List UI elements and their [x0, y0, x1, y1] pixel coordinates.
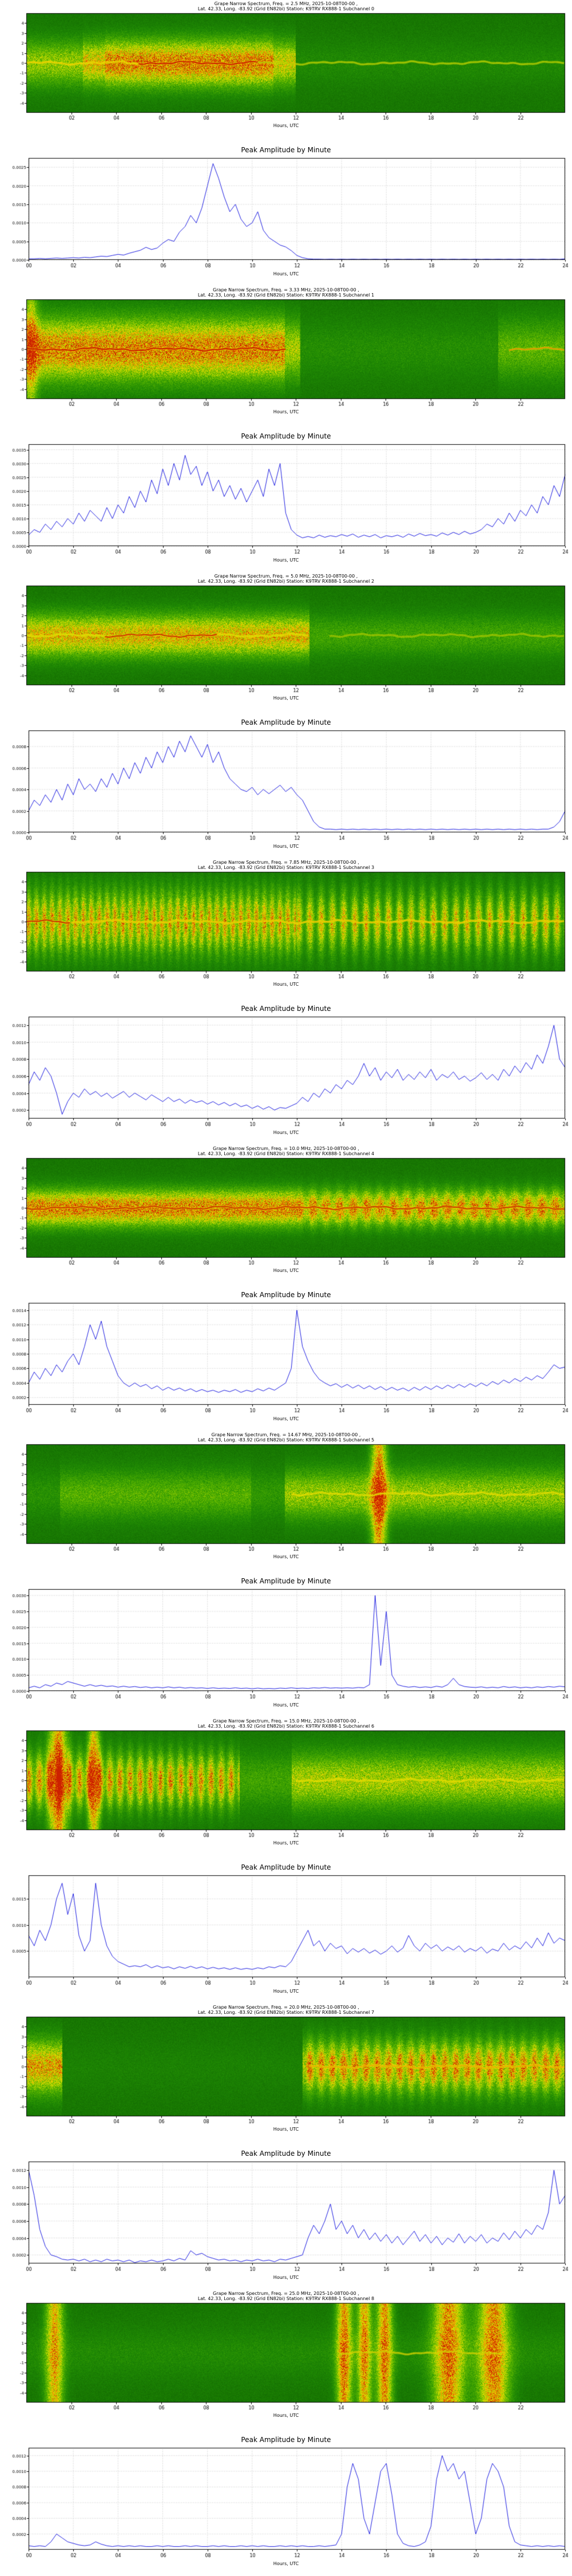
spectrogram-xlabel: Hours, UTC	[273, 123, 299, 128]
amplitude-xlabel: Hours, UTC	[273, 1416, 299, 1421]
spectrogram-figure: Grape Narrow Spectrum, Freq. = 15.0 MHz,…	[0, 1717, 572, 1860]
spectrogram-subtitle: Lat. 42.33, Long. -83.92 (Grid EN82bi) S…	[197, 1724, 375, 1729]
amplitude-plot-canvas	[0, 2160, 572, 2274]
spectrogram-subtitle: Lat. 42.33, Long. -83.92 (Grid EN82bi) S…	[197, 579, 375, 584]
spectrogram-subtitle: Lat. 42.33, Long. -83.92 (Grid EN82bi) S…	[197, 1437, 375, 1443]
spectrogram-plot-canvas	[0, 1730, 572, 1840]
subchannel-7-section: Grape Narrow Spectrum, Freq. = 20.0 MHz,…	[0, 2004, 572, 2290]
amplitude-figure: Peak Amplitude by Minute Amplitude, unca…	[0, 2433, 572, 2576]
subchannel-2-section: Grape Narrow Spectrum, Freq. = 5.0 MHz, …	[0, 572, 572, 859]
amplitude-title: Peak Amplitude by Minute	[241, 2150, 331, 2158]
amplitude-title: Peak Amplitude by Minute	[241, 718, 331, 726]
spectrogram-subtitle: Lat. 42.33, Long. -83.92 (Grid EN82bi) S…	[197, 2010, 375, 2015]
spectrogram-plot-canvas	[0, 1157, 572, 1267]
subchannel-1-section: Grape Narrow Spectrum, Freq. = 3.33 MHz,…	[0, 286, 572, 572]
amplitude-figure: Peak Amplitude by Minute Amplitude, unca…	[0, 1574, 572, 1717]
amplitude-figure: Peak Amplitude by Minute Amplitude, unca…	[0, 1860, 572, 2004]
amplitude-plot-canvas	[0, 157, 572, 270]
spectrogram-xlabel: Hours, UTC	[273, 1840, 299, 1846]
spectrogram-figure: Grape Narrow Spectrum, Freq. = 7.85 MHz,…	[0, 859, 572, 1002]
amplitude-plot-canvas	[0, 729, 572, 843]
amplitude-plot-canvas	[0, 443, 572, 556]
amplitude-title: Peak Amplitude by Minute	[241, 1863, 331, 1871]
spectrogram-plot-canvas	[0, 299, 572, 409]
spectrogram-subtitle: Lat. 42.33, Long. -83.92 (Grid EN82bi) S…	[197, 293, 375, 298]
amplitude-title: Peak Amplitude by Minute	[241, 2436, 331, 2444]
spectrogram-title: Grape Narrow Spectrum, Freq. = 5.0 MHz, …	[214, 574, 358, 579]
amplitude-xlabel: Hours, UTC	[273, 558, 299, 563]
spectrogram-title: Grape Narrow Spectrum, Freq. = 2.5 MHz, …	[214, 1, 358, 6]
subchannel-3-section: Grape Narrow Spectrum, Freq. = 7.85 MHz,…	[0, 859, 572, 1145]
spectrogram-plot-canvas	[0, 1444, 572, 1554]
spectrogram-subtitle: Lat. 42.33, Long. -83.92 (Grid EN82bi) S…	[197, 865, 375, 870]
amplitude-title: Peak Amplitude by Minute	[241, 1291, 331, 1299]
spectrogram-xlabel: Hours, UTC	[273, 409, 299, 414]
amplitude-xlabel: Hours, UTC	[273, 1702, 299, 1708]
amplitude-xlabel: Hours, UTC	[273, 271, 299, 276]
amplitude-figure: Peak Amplitude by Minute Amplitude, unca…	[0, 1288, 572, 1431]
subchannel-4-section: Grape Narrow Spectrum, Freq. = 10.0 MHz,…	[0, 1145, 572, 1431]
spectrogram-figure: Grape Narrow Spectrum, Freq. = 2.5 MHz, …	[0, 0, 572, 143]
amplitude-figure: Peak Amplitude by Minute Amplitude, unca…	[0, 143, 572, 286]
amplitude-plot-canvas	[0, 1302, 572, 1415]
amplitude-title: Peak Amplitude by Minute	[241, 1005, 331, 1013]
amplitude-xlabel: Hours, UTC	[273, 1130, 299, 1135]
amplitude-xlabel: Hours, UTC	[273, 2561, 299, 2566]
spectrogram-title: Grape Narrow Spectrum, Freq. = 25.0 MHz,…	[213, 2291, 359, 2296]
spectrogram-title: Grape Narrow Spectrum, Freq. = 15.0 MHz,…	[213, 1718, 359, 1724]
spectrogram-title: Grape Narrow Spectrum, Freq. = 3.33 MHz,…	[213, 287, 359, 293]
amplitude-xlabel: Hours, UTC	[273, 844, 299, 849]
amplitude-title: Peak Amplitude by Minute	[241, 146, 331, 154]
amplitude-xlabel: Hours, UTC	[273, 2275, 299, 2280]
amplitude-figure: Peak Amplitude by Minute Amplitude, unca…	[0, 429, 572, 572]
spectrogram-xlabel: Hours, UTC	[273, 1554, 299, 1559]
spectrogram-figure: Grape Narrow Spectrum, Freq. = 25.0 MHz,…	[0, 2290, 572, 2433]
subchannel-6-section: Grape Narrow Spectrum, Freq. = 15.0 MHz,…	[0, 1717, 572, 2004]
amplitude-figure: Peak Amplitude by Minute Amplitude, unca…	[0, 2147, 572, 2290]
spectrogram-plot-canvas	[0, 13, 572, 123]
spectrogram-figure: Grape Narrow Spectrum, Freq. = 14.67 MHz…	[0, 1431, 572, 1574]
spectrogram-plot-canvas	[0, 871, 572, 981]
spectrogram-plot-canvas	[0, 2016, 572, 2126]
spectrogram-xlabel: Hours, UTC	[273, 2413, 299, 2418]
amplitude-plot-canvas	[0, 2447, 572, 2560]
spectrogram-figure: Grape Narrow Spectrum, Freq. = 3.33 MHz,…	[0, 286, 572, 429]
amplitude-title: Peak Amplitude by Minute	[241, 1577, 331, 1585]
spectrogram-xlabel: Hours, UTC	[273, 982, 299, 987]
subchannel-8-section: Grape Narrow Spectrum, Freq. = 25.0 MHz,…	[0, 2290, 572, 2576]
spectrogram-subtitle: Lat. 42.33, Long. -83.92 (Grid EN82bi) S…	[197, 1151, 375, 1156]
spectrogram-figure: Grape Narrow Spectrum, Freq. = 10.0 MHz,…	[0, 1145, 572, 1288]
amplitude-title: Peak Amplitude by Minute	[241, 432, 331, 440]
amplitude-plot-canvas	[0, 1016, 572, 1129]
spectrogram-plot-canvas	[0, 585, 572, 695]
spectrogram-subtitle: Lat. 42.33, Long. -83.92 (Grid EN82bi) S…	[197, 2296, 375, 2301]
spectrogram-figure: Grape Narrow Spectrum, Freq. = 20.0 MHz,…	[0, 2004, 572, 2147]
spectrogram-title: Grape Narrow Spectrum, Freq. = 14.67 MHz…	[211, 1432, 361, 1437]
spectrogram-figure: Grape Narrow Spectrum, Freq. = 5.0 MHz, …	[0, 572, 572, 716]
spectrogram-title: Grape Narrow Spectrum, Freq. = 7.85 MHz,…	[213, 860, 359, 865]
subchannel-5-section: Grape Narrow Spectrum, Freq. = 14.67 MHz…	[0, 1431, 572, 1717]
spectrogram-plot-canvas	[0, 2302, 572, 2412]
subchannel-0-section: Grape Narrow Spectrum, Freq. = 2.5 MHz, …	[0, 0, 572, 286]
amplitude-figure: Peak Amplitude by Minute Amplitude, unca…	[0, 1002, 572, 1145]
spectrogram-title: Grape Narrow Spectrum, Freq. = 10.0 MHz,…	[213, 1146, 359, 1151]
amplitude-plot-canvas	[0, 1874, 572, 1988]
amplitude-figure: Peak Amplitude by Minute Amplitude, unca…	[0, 716, 572, 859]
spectrogram-xlabel: Hours, UTC	[273, 1268, 299, 1273]
spectrogram-xlabel: Hours, UTC	[273, 2127, 299, 2132]
amplitude-xlabel: Hours, UTC	[273, 1989, 299, 1994]
spectrogram-subtitle: Lat. 42.33, Long. -83.92 (Grid EN82bi) S…	[197, 6, 375, 11]
spectrogram-title: Grape Narrow Spectrum, Freq. = 20.0 MHz,…	[213, 2005, 359, 2010]
spectrogram-xlabel: Hours, UTC	[273, 696, 299, 701]
amplitude-plot-canvas	[0, 1588, 572, 1701]
